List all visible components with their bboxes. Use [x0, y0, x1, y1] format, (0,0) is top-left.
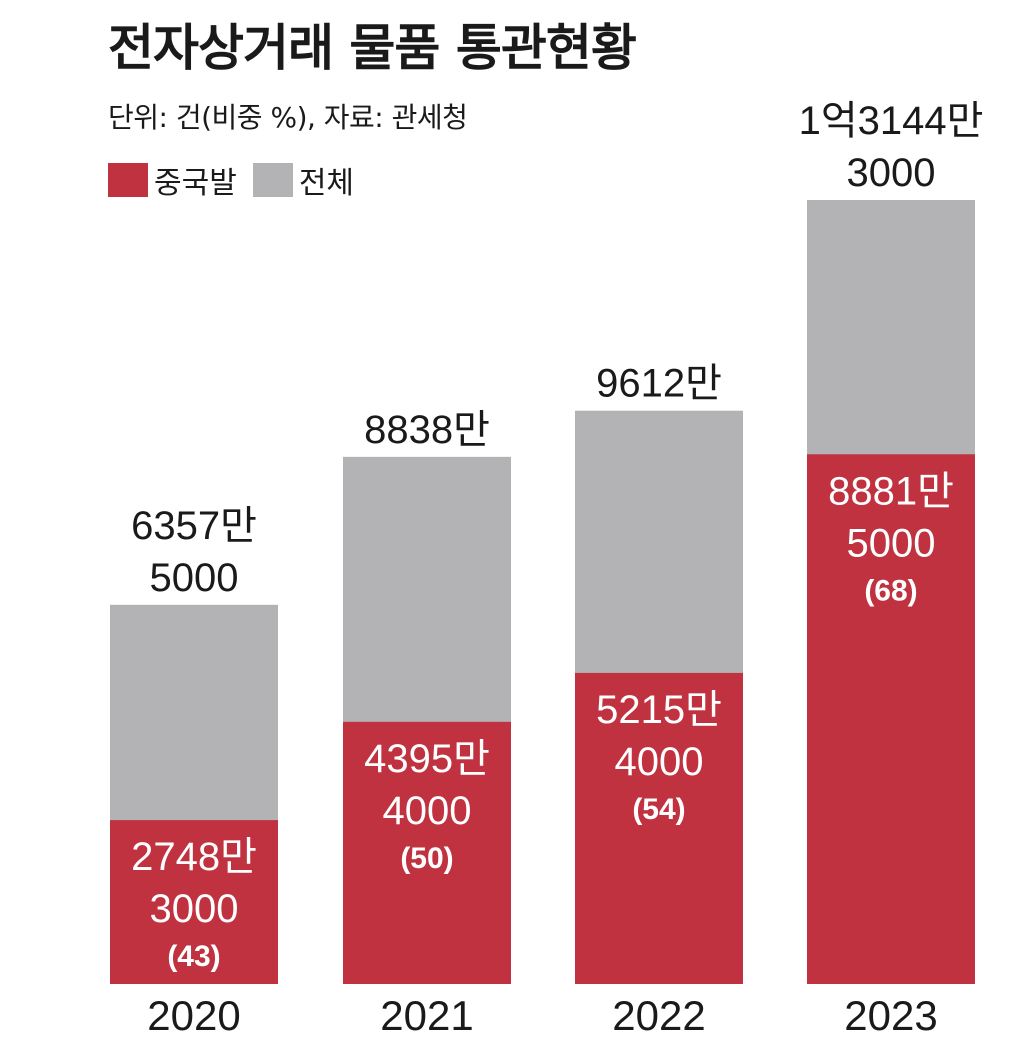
bar-china-2022 — [575, 672, 743, 984]
legend-item-china: 중국발 — [108, 158, 237, 202]
total-label-2021-0: 8838만 — [364, 408, 490, 452]
total-label-2023-0: 1억3144만 — [799, 99, 984, 143]
china-label-2023-1: 5000 — [847, 521, 936, 565]
total-label-2023-1: 3000 — [847, 151, 936, 195]
chart-title: 전자상거래 물품 통관현황 — [108, 19, 637, 77]
chart-subtitle: 단위: 건(비중 %), 자료: 관세청 — [108, 101, 468, 134]
legend-item-total: 전체 — [252, 158, 355, 202]
china-label-2020-1: 3000 — [150, 887, 239, 931]
legend-label-china: 중국발 — [154, 166, 237, 201]
total-label-2020-0: 6357만 — [131, 504, 257, 548]
china-label-2021-1: 4000 — [383, 789, 472, 833]
china-label-2022-1: 4000 — [615, 740, 704, 784]
legend: 중국발 전체 — [108, 158, 370, 202]
share-label-2021: (50) — [400, 842, 453, 875]
bar-china-2021 — [343, 721, 511, 984]
bar-china-2023 — [807, 454, 975, 984]
china-label-2021-0: 4395만 — [364, 737, 490, 781]
year-label-2021: 2021 — [380, 992, 473, 1039]
share-label-2022: (54) — [632, 793, 685, 826]
share-label-2020: (43) — [167, 940, 220, 973]
legend-label-total: 전체 — [298, 166, 355, 201]
year-label-2023: 2023 — [844, 992, 937, 1039]
share-label-2023: (68) — [864, 574, 917, 607]
year-label-2022: 2022 — [612, 992, 705, 1039]
china-label-2023-0: 8881만 — [828, 469, 954, 513]
legend-swatch-china — [108, 163, 148, 197]
china-label-2022-0: 5215만 — [596, 688, 722, 732]
total-label-2020-1: 5000 — [150, 556, 239, 600]
total-label-2022-0: 9612만 — [596, 362, 722, 406]
legend-swatch-total — [252, 163, 293, 197]
year-label-2020: 2020 — [147, 992, 240, 1039]
bar-china-2020 — [110, 820, 278, 984]
china-label-2020-0: 2748만 — [131, 835, 257, 879]
